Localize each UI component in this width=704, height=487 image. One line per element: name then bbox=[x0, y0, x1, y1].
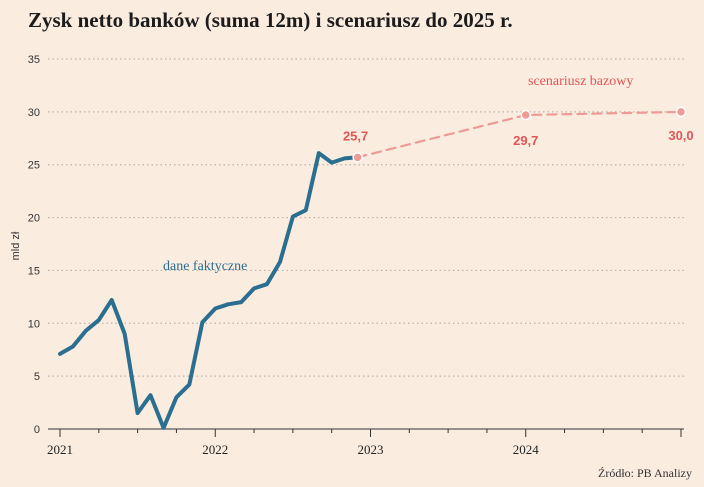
x-tick-label: 2021 bbox=[47, 442, 73, 457]
grid-lines bbox=[48, 58, 684, 377]
scenario-point bbox=[352, 152, 363, 163]
scenario-point bbox=[675, 106, 687, 118]
y-tick-label: 20 bbox=[28, 213, 40, 225]
y-tick-label: 5 bbox=[34, 371, 40, 383]
y-tick-label: 35 bbox=[28, 54, 40, 66]
data-label: 30,0 bbox=[668, 128, 693, 143]
y-tick-label: 25 bbox=[28, 160, 40, 172]
series-label-scenario: scenariusz bazowy bbox=[528, 74, 633, 89]
x-tick-label: 2023 bbox=[358, 442, 384, 457]
series-label-actual: dane faktyczne bbox=[163, 259, 247, 274]
actual-series-line bbox=[58, 151, 360, 430]
y-tick-labels: 0 5 10 15 20 25 30 35 bbox=[28, 54, 40, 436]
chart-title: Zysk netto banków (suma 12m) i scenarius… bbox=[28, 8, 513, 32]
data-markers bbox=[352, 106, 687, 163]
data-label: 29,7 bbox=[513, 133, 538, 148]
x-tick-label: 2022 bbox=[202, 442, 228, 457]
y-tick-label: 30 bbox=[28, 107, 40, 119]
x-tick-labels: 2021 2022 2023 2024 bbox=[47, 429, 682, 457]
series-lines bbox=[58, 110, 683, 430]
y-axis-label: mld zł bbox=[10, 231, 22, 260]
data-label: 25,7 bbox=[343, 128, 368, 143]
y-tick-label: 0 bbox=[34, 424, 40, 436]
scenario-point bbox=[520, 109, 531, 121]
y-tick-label: 15 bbox=[28, 265, 40, 277]
data-labels: 25,7 29,7 30,0 bbox=[343, 128, 694, 148]
source-note: Źródło: PB Analizy bbox=[598, 466, 692, 480]
x-tick-label: 2024 bbox=[513, 442, 540, 457]
y-tick-label: 10 bbox=[28, 318, 40, 330]
